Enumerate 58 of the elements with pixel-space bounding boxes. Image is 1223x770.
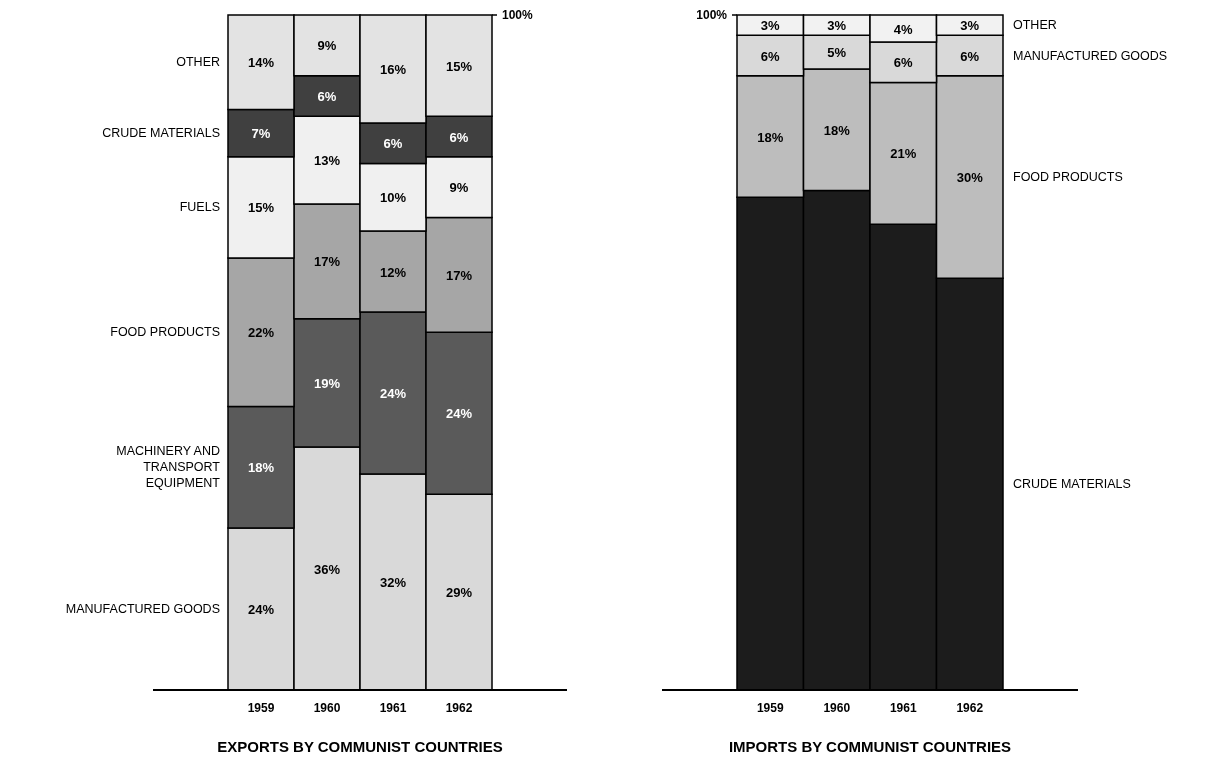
series-label: CRUDE MATERIALS — [1013, 477, 1131, 492]
data-label: 3% — [760, 18, 781, 34]
data-label: 16% — [379, 62, 407, 77]
series-label: FOOD PRODUCTS — [110, 325, 220, 340]
data-label: 9% — [449, 180, 469, 196]
series-label: MANUFACTURED GOODS — [65, 602, 220, 616]
data-label: 6% — [960, 48, 980, 64]
data-label: 4% — [893, 21, 914, 37]
series-label: MANUFACTURED GOODS — [1013, 48, 1168, 63]
x-tick-label: 1960 — [823, 701, 851, 715]
data-label: 5% — [827, 45, 847, 61]
series-label: FOOD PRODUCTS — [1013, 170, 1123, 184]
y-tick-label: 100% — [696, 8, 728, 22]
data-label: 15% — [247, 200, 275, 216]
data-label: 6% — [317, 89, 337, 104]
data-label: 24% — [379, 386, 407, 401]
data-label: 29% — [445, 585, 473, 601]
data-label: 24% — [247, 602, 275, 617]
data-label: 14% — [247, 55, 275, 71]
x-tick-label: 1959 — [756, 701, 784, 715]
data-label: 18% — [823, 122, 851, 138]
x-tick-label: 1961 — [379, 701, 407, 715]
data-label: 6% — [893, 55, 914, 71]
data-label: 18% — [247, 460, 275, 476]
data-label: 24% — [445, 406, 473, 422]
data-label: 6% — [449, 129, 469, 145]
data-label: 7% — [251, 126, 271, 142]
series-label: FUELS — [179, 200, 220, 215]
data-label: 30% — [956, 170, 984, 185]
data-label: 32% — [379, 575, 407, 590]
data-label: 13% — [313, 153, 341, 169]
data-label: 9% — [317, 38, 337, 54]
data-label: 15% — [445, 58, 473, 74]
text: EXPORTS BY COMMUNIST COUNTRIES — [217, 738, 503, 755]
series-label: CRUDE MATERIALS — [102, 126, 220, 141]
data-label: 3% — [827, 18, 847, 34]
x-tick-label: 1961 — [889, 701, 917, 715]
data-label: 17% — [445, 267, 473, 283]
data-label: 6% — [760, 48, 781, 64]
x-tick-label: 1962 — [956, 701, 984, 715]
data-label: 22% — [247, 325, 275, 341]
data-label: 10% — [379, 190, 407, 206]
data-label: 6% — [383, 136, 403, 152]
series-label: OTHER — [1013, 18, 1057, 33]
y-tick-label: 100% — [502, 8, 534, 22]
x-tick-label: 1959 — [247, 701, 275, 715]
text: IMPORTS BY COMMUNIST COUNTRIES — [728, 738, 1012, 755]
data-label: 21% — [890, 146, 917, 162]
data-label: 17% — [313, 254, 341, 270]
data-label: 18% — [757, 129, 784, 145]
data-label: 12% — [379, 264, 407, 280]
data-label: 36% — [313, 561, 341, 577]
data-label: 19% — [313, 375, 341, 391]
x-tick-label: 1962 — [445, 701, 473, 715]
x-tick-label: 1960 — [313, 701, 341, 715]
data-label: 3% — [960, 18, 980, 34]
series-label: MACHINERY AND TRANSPORT EQUIPMENT — [116, 444, 221, 491]
series-label: OTHER — [176, 55, 220, 70]
